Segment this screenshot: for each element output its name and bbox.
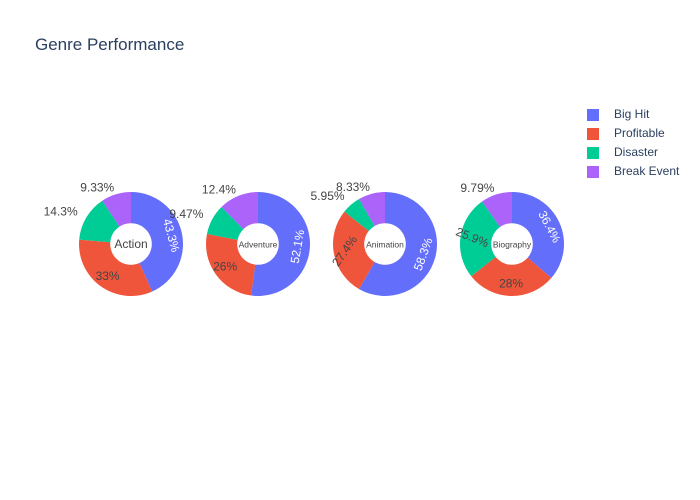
legend-item-disaster[interactable]: Disaster [587, 145, 658, 159]
data-label-biography-break-event: 9.79% [460, 181, 494, 195]
data-label-adventure-profitable: 26% [213, 260, 237, 274]
donut-title-animation: Animation [366, 239, 404, 249]
slice-biography-big-hit[interactable] [512, 192, 564, 279]
legend-swatch-disaster [587, 147, 599, 159]
slice-animation-break-event[interactable] [359, 192, 385, 226]
data-label-biography-profitable: 28% [499, 277, 523, 291]
legend-label-big-hit: Big Hit [614, 107, 650, 121]
legend-label-profitable: Profitable [614, 126, 665, 140]
slice-biography-disaster[interactable] [459, 201, 501, 277]
donut-title-action: Action [114, 237, 147, 251]
donut-charts: 43.3%33%14.3%9.33%Action 52.1%26%9.47%12.… [44, 180, 564, 297]
slice-adventure-profitable[interactable] [206, 233, 256, 296]
legend-label-disaster: Disaster [614, 145, 658, 159]
legend-swatch-profitable [587, 128, 599, 140]
slice-action-disaster[interactable] [79, 200, 120, 243]
donut-title-adventure: Adventure [239, 239, 278, 249]
slice-adventure-break-event[interactable] [221, 192, 258, 230]
chart-title: Genre Performance [35, 35, 184, 54]
data-label-action-profitable: 33% [96, 269, 120, 283]
data-label-animation-disaster: 5.95% [311, 189, 345, 203]
donut-action: 43.3%33%14.3%9.33%Action [44, 181, 183, 296]
slice-biography-break-event[interactable] [482, 192, 512, 228]
data-label-action-break-event: 9.33% [80, 181, 114, 195]
donut-adventure: 52.1% 26% 9.47% 12.4% Adventure [169, 183, 310, 296]
slice-animation-disaster[interactable] [344, 198, 375, 232]
legend-item-profitable[interactable]: Profitable [587, 126, 665, 140]
slice-animation-profitable[interactable] [333, 211, 375, 290]
data-label-adventure-big-hit: 52.1% [288, 228, 308, 264]
legend-swatch-big-hit [587, 109, 599, 121]
legend: Big Hit Profitable Disaster Break Event [587, 107, 680, 178]
legend-item-break-event[interactable]: Break Event [587, 164, 680, 178]
slice-adventure-disaster[interactable] [206, 207, 244, 240]
slice-action-profitable[interactable] [78, 239, 153, 296]
data-label-adventure-break-event: 12.4% [202, 183, 236, 197]
donut-title-biography: Biography [493, 239, 532, 249]
slice-adventure-big-hit[interactable] [251, 192, 310, 296]
legend-label-break-event: Break Event [614, 164, 680, 178]
data-label-adventure-disaster: 9.47% [169, 207, 203, 221]
donut-biography: 36.4%28%25.9%9.79%Biography [454, 181, 564, 297]
slice-action-big-hit[interactable] [131, 192, 183, 292]
data-label-action-disaster: 14.3% [44, 205, 78, 219]
legend-item-big-hit[interactable]: Big Hit [587, 107, 650, 121]
legend-swatch-break-event [587, 166, 599, 178]
slice-biography-profitable[interactable] [471, 256, 552, 297]
slice-animation-big-hit[interactable] [359, 192, 437, 297]
data-label-animation-break-event: 8.33% [336, 180, 370, 194]
donut-animation: 58.3%27.4%5.95%8.33%Animation [311, 180, 437, 297]
slice-action-break-event[interactable] [102, 192, 131, 227]
